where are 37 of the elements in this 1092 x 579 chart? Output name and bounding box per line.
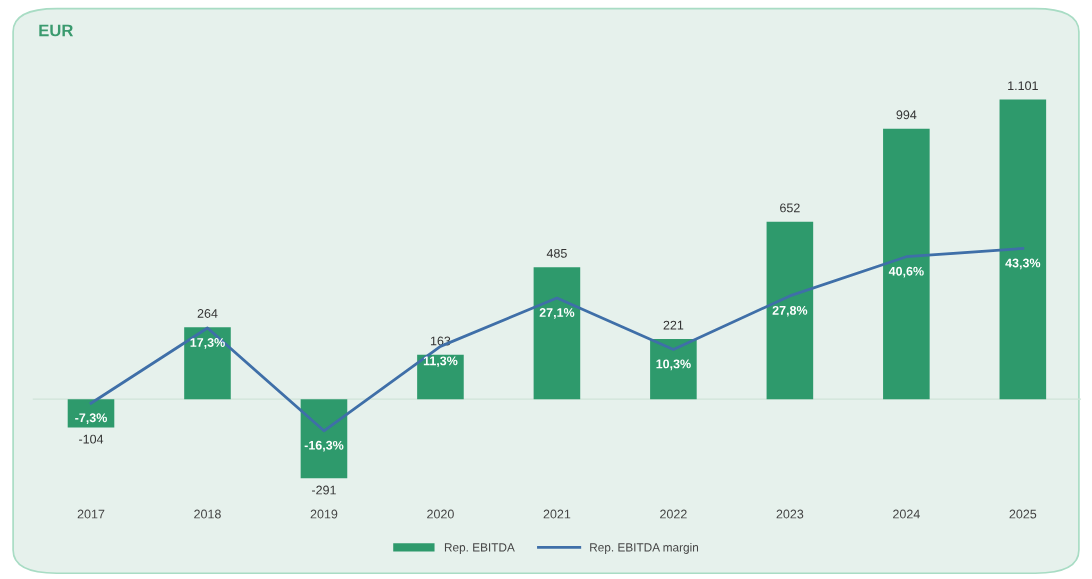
- bar: [417, 354, 464, 400]
- data-label: 652: [780, 203, 800, 213]
- data-label: 40,6%: [888, 266, 924, 278]
- data-label: -104: [79, 434, 104, 444]
- x-tick-label: 2017: [77, 509, 105, 519]
- data-label: 43,3%: [1005, 258, 1041, 270]
- legend-label: Rep. EBITDA margin: [590, 542, 699, 554]
- data-label: -291: [312, 485, 336, 495]
- data-label: 221: [663, 320, 684, 330]
- bar: [300, 399, 348, 479]
- bar: [533, 267, 581, 400]
- x-tick-label: 2025: [1009, 509, 1037, 519]
- data-label: 485: [546, 248, 567, 258]
- data-label: 1.101: [1008, 81, 1038, 91]
- bar: [883, 128, 930, 400]
- x-tick-label: 2021: [543, 509, 571, 519]
- x-tick-label: 2022: [660, 509, 687, 519]
- x-tick-label: 2020: [427, 509, 454, 519]
- data-label: 994: [896, 110, 917, 120]
- data-label: 10,3%: [656, 359, 691, 371]
- data-label: 27,8%: [772, 305, 808, 317]
- x-tick-label: 2018: [194, 509, 221, 519]
- legend-label: Rep. EBITDA: [444, 543, 515, 554]
- x-tick-label: 2019: [310, 509, 338, 519]
- data-label: 17,3%: [190, 338, 225, 349]
- data-label: -16,3%: [304, 440, 344, 452]
- data-label: 11,3%: [423, 356, 458, 368]
- data-label: 27,1%: [539, 308, 575, 319]
- chart-title: EUR: [39, 24, 74, 37]
- bar: [650, 339, 697, 400]
- x-tick-label: 2024: [893, 509, 920, 519]
- bar: [766, 221, 814, 400]
- data-label: -7,3%: [75, 413, 107, 424]
- bar: [999, 99, 1047, 400]
- data-label: 264: [197, 309, 218, 318]
- x-tick-label: 2023: [776, 509, 804, 519]
- bar: [184, 327, 231, 400]
